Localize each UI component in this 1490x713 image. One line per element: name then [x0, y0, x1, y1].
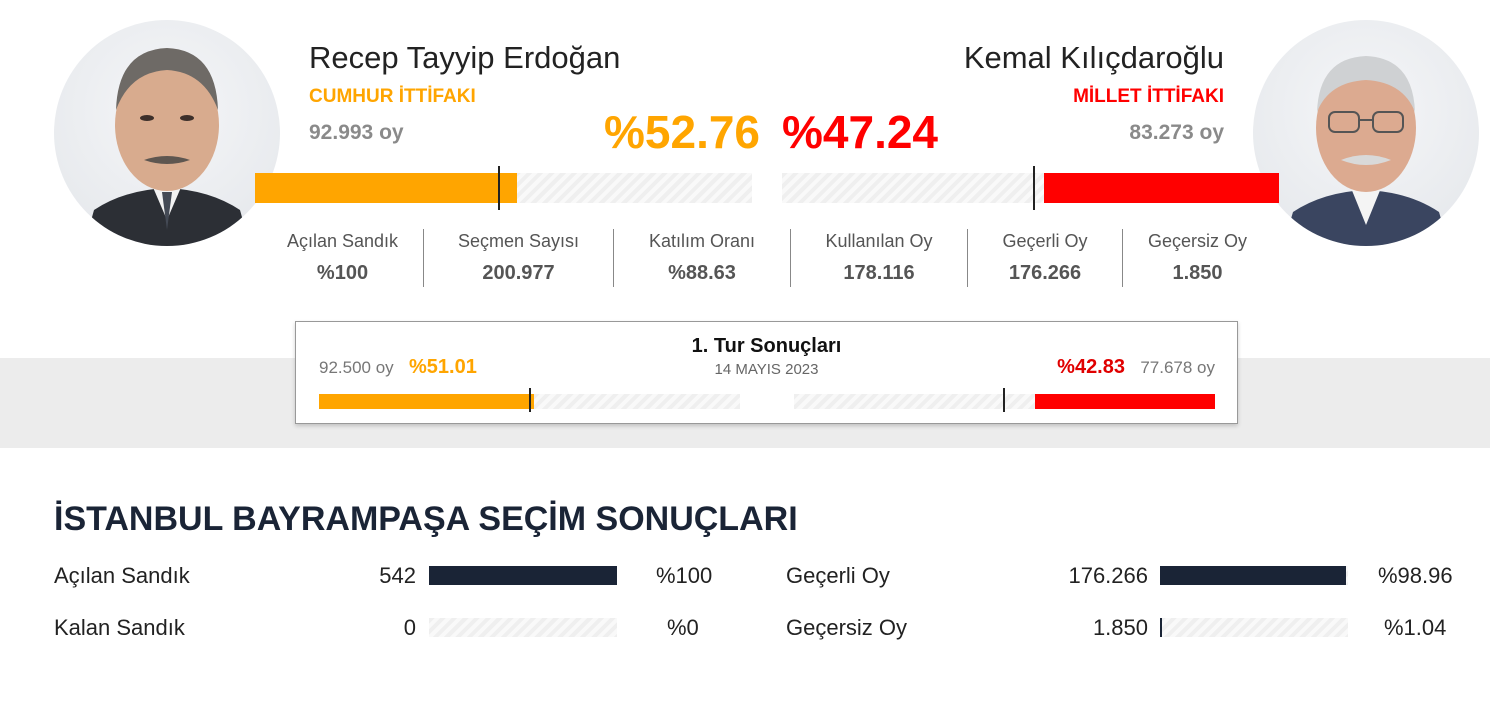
- remaining-boxes-label: Kalan Sandık: [54, 615, 185, 640]
- kilicdaroglu-result-bar: [782, 173, 1279, 203]
- round1-marker-right: [1003, 388, 1005, 412]
- invalid-votes-percentage: %1.04: [1384, 615, 1447, 640]
- stat-label: Seçmen Sayısı: [457, 231, 580, 251]
- stat-label: Geçersiz Oy: [1147, 231, 1248, 251]
- stat-value: %100: [316, 262, 369, 284]
- stat-label: Kullanılan Oy: [825, 231, 933, 251]
- round1-erdogan-fill: [319, 394, 534, 409]
- erdogan-votes: 92.993 oy: [309, 121, 404, 144]
- round1-kilicdaroglu-fill: [1035, 394, 1215, 409]
- kilicdaroglu-party: MİLLET İTTİFAKI: [1073, 86, 1224, 107]
- round1-marker-left: [529, 388, 531, 412]
- invalid-votes-label: Geçersiz Oy: [786, 615, 908, 640]
- erdogan-percentage: %52.76: [604, 106, 761, 158]
- stat-label: Açılan Sandık: [286, 231, 399, 251]
- erdogan-avatar: [54, 20, 280, 246]
- stat-valid-votes: Geçerli Oy 176.266: [968, 229, 1123, 287]
- erdogan-name: Recep Tayyip Erdoğan: [309, 40, 621, 75]
- stat-label: Katılım Oranı: [648, 231, 756, 251]
- stat-value: %88.63: [668, 262, 736, 284]
- opened-boxes-percentage: %100: [656, 563, 713, 588]
- round1-erdogan-votes: 92.500 oy: [319, 358, 394, 377]
- stat-value: 1.850: [1172, 262, 1223, 284]
- kilicdaroglu-result-fill: [1044, 173, 1279, 203]
- stat-opened-boxes: Açılan Sandık %100: [262, 229, 424, 287]
- turnout-stats: Açılan Sandık %100 Seçmen Sayısı 200.977…: [262, 229, 1272, 287]
- opened-boxes-bar: [429, 566, 617, 585]
- round1-title: 1. Tur Sonuçları: [691, 335, 842, 357]
- opened-boxes-count: 542: [379, 563, 416, 588]
- kilicdaroglu-votes: 83.273 oy: [1129, 121, 1224, 144]
- stat-invalid-votes: Geçersiz Oy 1.850: [1123, 229, 1272, 287]
- round1-date: 14 MAYIS 2023: [714, 361, 819, 378]
- erdogan-party: CUMHUR İTTİFAKI: [309, 86, 476, 107]
- invalid-votes-count: 1.850: [1092, 615, 1148, 640]
- round1-kilicdaroglu-percentage: %42.83: [1057, 356, 1125, 378]
- invalid-votes-fill: [1160, 618, 1162, 637]
- stat-turnout-rate: Katılım Oranı %88.63: [614, 229, 791, 287]
- district-results-title: İSTANBUL BAYRAMPAŞA SEÇİM SONUÇLARI: [54, 500, 798, 538]
- stat-label: Geçerli Oy: [1002, 231, 1088, 251]
- remaining-boxes-percentage: %0: [667, 615, 699, 640]
- valid-votes-count: 176.266: [1068, 563, 1148, 588]
- stat-votes-cast: Kullanılan Oy 178.116: [791, 229, 968, 287]
- valid-votes-label: Geçerli Oy: [786, 563, 890, 588]
- round1-kilicdaroglu-votes: 77.678 oy: [1140, 358, 1215, 377]
- kilicdaroglu-percentage: %47.24: [782, 106, 939, 158]
- remaining-boxes-count: 0: [403, 615, 416, 640]
- round1-results-card: 1. Tur Sonuçları 14 MAYIS 2023 92.500 oy…: [295, 321, 1238, 424]
- remaining-boxes-bar: [429, 618, 617, 637]
- stat-value: 200.977: [482, 262, 555, 284]
- stat-value: 176.266: [1008, 262, 1082, 284]
- opened-boxes-label: Açılan Sandık: [54, 563, 190, 588]
- kilicdaroglu-avatar: [1253, 20, 1479, 246]
- round1-erdogan-percentage: %51.01: [409, 356, 477, 378]
- valid-votes-percentage: %98.96: [1378, 563, 1453, 588]
- majority-marker-right: [1033, 166, 1035, 210]
- stat-value: 178.116: [843, 262, 915, 284]
- majority-marker-left: [498, 166, 500, 210]
- opened-boxes-fill: [429, 566, 617, 585]
- stat-voter-count: Seçmen Sayısı 200.977: [424, 229, 614, 287]
- erdogan-result-bar: [255, 173, 752, 203]
- erdogan-result-fill: [255, 173, 517, 203]
- valid-votes-bar: [1160, 566, 1348, 585]
- invalid-votes-bar: [1160, 618, 1348, 637]
- kilicdaroglu-name: Kemal Kılıçdaroğlu: [963, 40, 1224, 75]
- valid-votes-fill: [1160, 566, 1346, 585]
